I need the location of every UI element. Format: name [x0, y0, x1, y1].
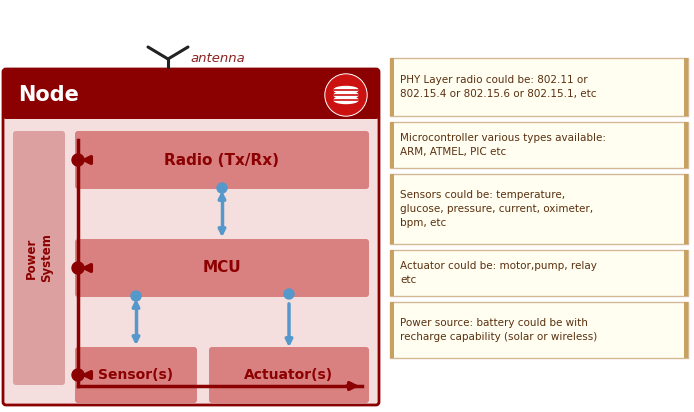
FancyBboxPatch shape [684, 58, 688, 116]
FancyBboxPatch shape [209, 347, 369, 403]
Circle shape [72, 154, 84, 166]
Text: Microcontroller various types available:
ARM, ATMEL, PIC etc: Microcontroller various types available:… [400, 133, 606, 157]
Circle shape [326, 75, 366, 115]
Ellipse shape [334, 91, 358, 98]
Circle shape [72, 262, 84, 274]
FancyBboxPatch shape [684, 250, 688, 296]
FancyBboxPatch shape [13, 131, 65, 385]
Text: Power source: battery could be with
recharge capability (solar or wireless): Power source: battery could be with rech… [400, 318, 598, 342]
FancyBboxPatch shape [3, 69, 379, 119]
Ellipse shape [334, 96, 358, 103]
FancyBboxPatch shape [390, 58, 688, 116]
FancyBboxPatch shape [390, 174, 688, 244]
FancyBboxPatch shape [390, 122, 688, 168]
Text: MCU: MCU [203, 260, 242, 276]
FancyBboxPatch shape [75, 347, 197, 403]
FancyBboxPatch shape [684, 302, 688, 358]
FancyBboxPatch shape [3, 69, 379, 405]
Text: Radio (Tx/Rx): Radio (Tx/Rx) [164, 152, 280, 168]
Circle shape [131, 291, 141, 301]
FancyBboxPatch shape [390, 250, 688, 296]
Text: PHY Layer radio could be: 802.11 or
802.15.4 or 802.15.6 or 802.15.1, etc: PHY Layer radio could be: 802.11 or 802.… [400, 75, 597, 99]
FancyBboxPatch shape [390, 58, 394, 116]
Circle shape [284, 289, 294, 299]
FancyBboxPatch shape [390, 174, 394, 244]
Text: Sensors could be: temperature,
glucose, pressure, current, oximeter,
bpm, etc: Sensors could be: temperature, glucose, … [400, 190, 593, 228]
FancyBboxPatch shape [75, 131, 369, 189]
Text: Actuator(s): Actuator(s) [244, 368, 334, 382]
FancyBboxPatch shape [684, 174, 688, 244]
Text: Actuator could be: motor,pump, relay
etc: Actuator could be: motor,pump, relay etc [400, 261, 597, 285]
FancyBboxPatch shape [390, 122, 394, 168]
FancyBboxPatch shape [390, 302, 688, 358]
Text: Sensor(s): Sensor(s) [99, 368, 174, 382]
FancyBboxPatch shape [684, 122, 688, 168]
FancyBboxPatch shape [390, 302, 394, 358]
Circle shape [217, 183, 227, 193]
Text: antenna: antenna [190, 52, 245, 65]
FancyBboxPatch shape [75, 239, 369, 297]
Text: Node: Node [18, 85, 79, 105]
Text: Power
System: Power System [25, 234, 53, 283]
Circle shape [72, 369, 84, 381]
Circle shape [325, 74, 367, 116]
Ellipse shape [334, 87, 358, 94]
FancyBboxPatch shape [390, 250, 394, 296]
